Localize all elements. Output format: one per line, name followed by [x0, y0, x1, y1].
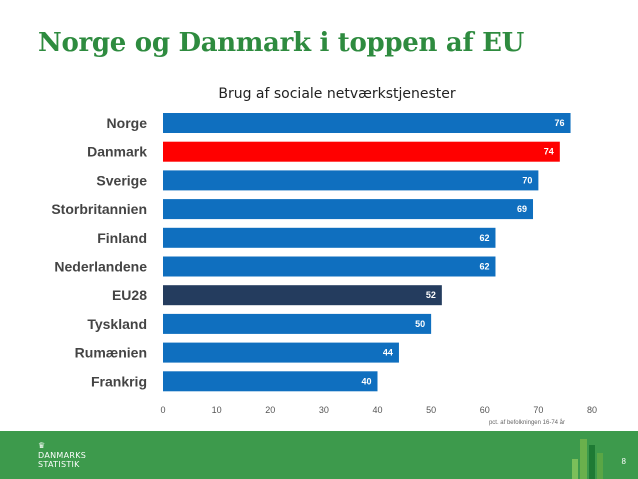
x-tick-label: 60	[480, 405, 490, 415]
x-axis-label: pct. af befolkningen 16-74 år	[489, 419, 565, 426]
x-tick-label: 80	[587, 405, 597, 415]
x-tick-label: 10	[212, 405, 222, 415]
bar-sverige	[163, 170, 539, 191]
bar-storbritannien	[163, 199, 534, 220]
data-label: 44	[383, 348, 393, 358]
category-label: Nederlandene	[54, 259, 147, 275]
x-tick-label: 30	[319, 405, 329, 415]
x-tick-label: 40	[372, 405, 382, 415]
bar-tyskland	[163, 313, 432, 334]
data-label: 62	[479, 233, 489, 243]
bar-danmark	[163, 141, 560, 162]
data-label: 70	[522, 175, 532, 185]
bar-nederlandene	[163, 256, 496, 277]
data-label: 50	[415, 319, 425, 329]
x-tick-label: 0	[160, 405, 165, 415]
footer-bar	[0, 431, 638, 479]
slide-title: Norge og Danmark i toppen af EU	[38, 28, 524, 58]
category-label: Tyskland	[87, 316, 147, 332]
category-label: EU28	[112, 287, 147, 303]
data-label: 69	[517, 204, 527, 214]
x-tick-label: 70	[533, 405, 543, 415]
x-tick-label: 20	[265, 405, 275, 415]
category-label: Sverige	[96, 172, 147, 188]
x-tick-label: 50	[426, 405, 436, 415]
category-label: Danmark	[87, 144, 147, 160]
bar-rumænien	[163, 342, 399, 363]
data-label: 62	[479, 262, 489, 272]
page-number: 8	[621, 457, 626, 466]
category-label: Rumænien	[75, 345, 147, 361]
bar-frankrig	[163, 371, 378, 392]
danmarks-statistik-logo: ♛ DANMARKS STATISTIK	[38, 441, 87, 470]
bar-finland	[163, 227, 496, 248]
category-label: Frankrig	[91, 373, 147, 389]
data-label: 52	[426, 290, 436, 300]
bar-norge	[163, 113, 571, 133]
crown-icon: ♛	[38, 441, 46, 450]
bar-chart: Norge 76 Danmark 74 Sverige 70 Storbritannien 6…	[51, 113, 597, 426]
category-label: Storbritannien	[51, 201, 147, 217]
decorative-bars	[570, 431, 606, 479]
data-label: 40	[361, 376, 371, 386]
data-label: 74	[544, 147, 554, 157]
chart-title: Brug af sociale netværkstjenester	[218, 86, 456, 102]
data-label: 76	[555, 118, 565, 128]
logo-line-1: DANMARKS	[38, 451, 87, 460]
category-label: Finland	[97, 230, 147, 246]
category-label: Norge	[107, 115, 148, 131]
logo-line-2: STATISTIK	[38, 460, 80, 469]
bar-eu28	[163, 285, 442, 306]
